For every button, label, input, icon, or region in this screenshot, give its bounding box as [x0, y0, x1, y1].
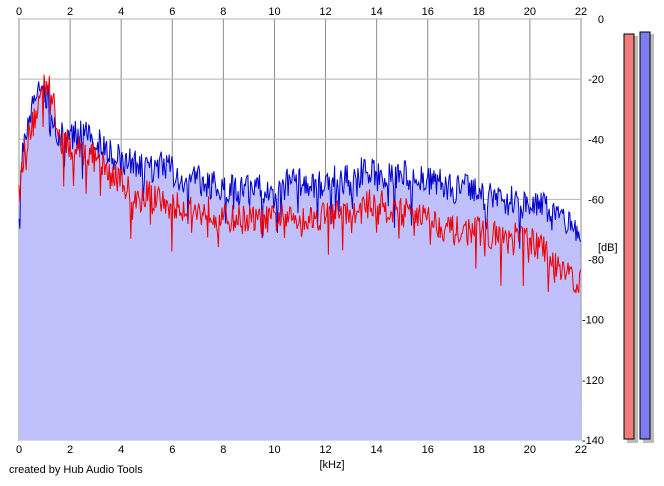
x-tick-label: 2 [67, 6, 73, 18]
x-tick-label-bottom: 6 [169, 444, 175, 456]
x-tick-label-bottom: 22 [575, 444, 587, 456]
x-tick-label: 22 [575, 6, 587, 18]
level-meters [623, 31, 654, 443]
x-tick-label-bottom: 0 [16, 444, 22, 456]
x-tick-label-bottom: 10 [268, 444, 280, 456]
x-tick-label-bottom: 14 [371, 444, 383, 456]
y-tick-label: -120 [582, 375, 604, 387]
x-tick-label-bottom: 16 [422, 444, 434, 456]
y-axis-label: [dB] [598, 242, 618, 254]
y-tick-label: -140 [582, 435, 604, 447]
x-tick-label: 20 [524, 6, 536, 18]
y-tick-label: -100 [582, 315, 604, 327]
right-level-meter [639, 31, 651, 440]
x-tick-label-bottom: 20 [524, 444, 536, 456]
y-tick-label: -80 [588, 255, 604, 267]
left-channel-line [18, 74, 581, 294]
x-tick-label: 12 [319, 6, 331, 18]
y-tick-label: -20 [588, 74, 604, 86]
y-tick-label: -40 [588, 134, 604, 146]
x-tick-label: 16 [422, 6, 434, 18]
x-tick-label-bottom: 12 [319, 444, 331, 456]
x-tick-label-bottom: 2 [67, 444, 73, 456]
x-tick-label: 4 [118, 6, 124, 18]
x-tick-label-bottom: 4 [118, 444, 124, 456]
x-tick-label-bottom: 18 [473, 444, 485, 456]
x-tick-label: 0 [16, 6, 22, 18]
x-tick-label: 8 [220, 6, 226, 18]
x-tick-label: 18 [473, 6, 485, 18]
y-tick-label: 0 [598, 14, 604, 26]
x-tick-label: 6 [169, 6, 175, 18]
x-tick-label-bottom: 8 [220, 444, 226, 456]
x-axis-label: [kHz] [319, 459, 344, 471]
y-tick-label: -60 [588, 194, 604, 206]
credit-text: created by Hub Audio Tools [9, 464, 143, 476]
x-tick-label: 14 [371, 6, 383, 18]
x-tick-label: 10 [268, 6, 280, 18]
left-level-meter [623, 33, 635, 440]
